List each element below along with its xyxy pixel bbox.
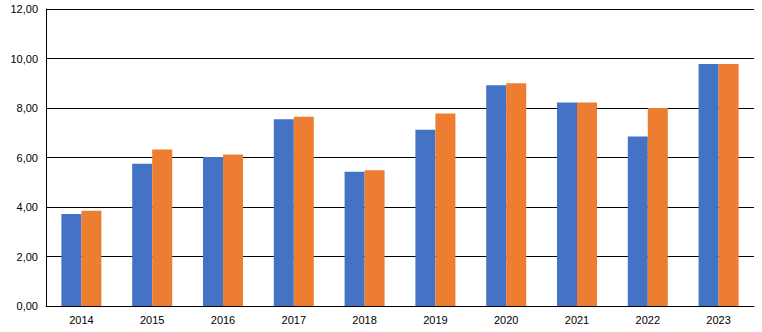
svg-text:2020: 2020: [494, 314, 518, 326]
svg-text:2017: 2017: [282, 314, 306, 326]
svg-text:2014: 2014: [69, 314, 93, 326]
svg-text:2022: 2022: [636, 314, 660, 326]
svg-text:2019: 2019: [423, 314, 447, 326]
svg-text:2021: 2021: [565, 314, 589, 326]
svg-text:4,00: 4,00: [17, 201, 38, 213]
svg-text:12,00: 12,00: [10, 3, 38, 15]
svg-text:6,00: 6,00: [17, 152, 38, 164]
svg-text:0,00: 0,00: [17, 300, 38, 312]
svg-text:2018: 2018: [352, 314, 376, 326]
svg-text:10,00: 10,00: [10, 53, 38, 65]
svg-text:2016: 2016: [211, 314, 235, 326]
svg-text:2,00: 2,00: [17, 251, 38, 263]
svg-text:2023: 2023: [706, 314, 730, 326]
svg-text:8,00: 8,00: [17, 102, 38, 114]
svg-text:2015: 2015: [140, 314, 164, 326]
